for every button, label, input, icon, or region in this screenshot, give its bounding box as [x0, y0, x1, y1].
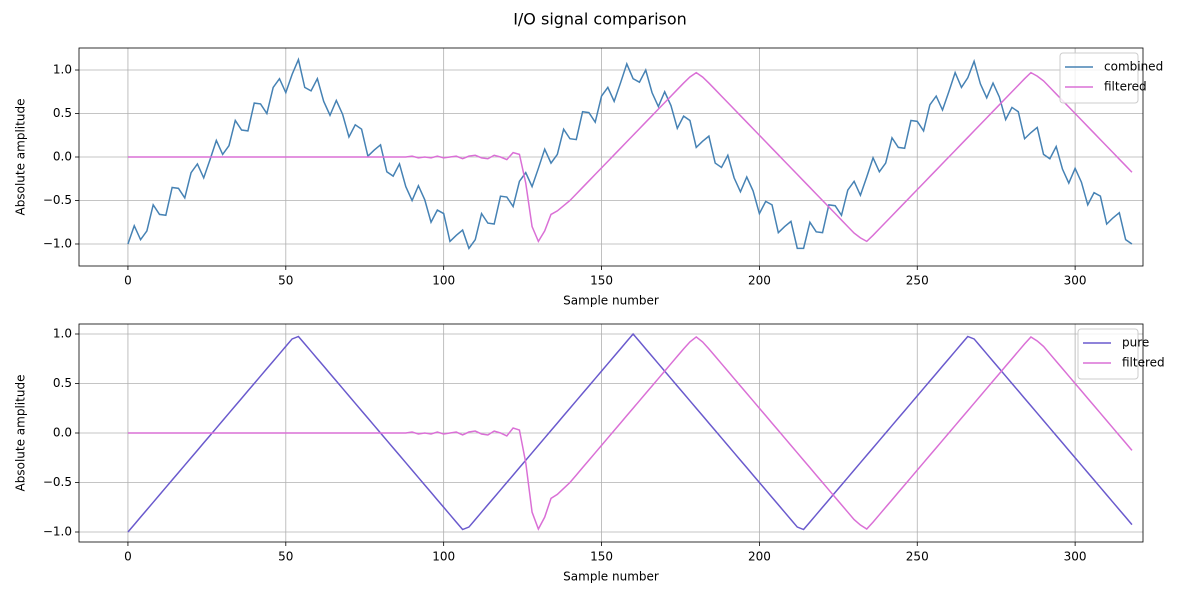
y-tick-label: 1.0 — [53, 326, 72, 340]
series-line — [127, 57, 1133, 250]
series-line — [127, 71, 1133, 244]
series-line — [127, 332, 1133, 533]
subplot: 0 50 100 150 200 250 300 −1.0 −0.5 0.0 0.5 1.0 Sampl… — [14, 47, 1163, 308]
y-tick-label: −1.0 — [43, 525, 72, 539]
plot-frame — [78, 47, 1144, 267]
legend-label: combined — [1104, 60, 1163, 74]
series-line — [127, 336, 1133, 531]
y-tick-label: −0.5 — [43, 475, 72, 489]
x-tick-label: 250 — [906, 550, 929, 564]
x-tick-label: 50 — [278, 550, 293, 564]
subplot: 0 50 100 150 200 250 300 −1.0 −0.5 0.0 0.5 1.0 Sampl… — [14, 323, 1165, 584]
y-tick-label: 0.5 — [53, 376, 72, 390]
x-tick-label: 300 — [1064, 550, 1087, 564]
x-tick-label: 200 — [748, 550, 771, 564]
legend-box — [1077, 328, 1139, 380]
legend: combined filtered — [1059, 52, 1163, 104]
y-axis-label: Absolute amplitude — [14, 99, 28, 216]
legend-box — [1059, 52, 1139, 104]
y-tick-label: 1.0 — [53, 63, 72, 77]
y-axis-label: Absolute amplitude — [14, 375, 28, 492]
y-tick-label: 0.5 — [53, 106, 72, 120]
x-tick-label: 150 — [590, 274, 613, 288]
x-tick-label: 300 — [1064, 274, 1087, 288]
x-tick-label: 100 — [432, 274, 455, 288]
figure-title: I/O signal comparison — [513, 10, 687, 29]
y-tick-label: −0.5 — [43, 193, 72, 207]
x-tick-label: 250 — [906, 274, 929, 288]
legend-label: filtered — [1122, 356, 1165, 370]
x-tick-label: 100 — [432, 550, 455, 564]
x-tick-label: 150 — [590, 550, 613, 564]
y-tick-label: −1.0 — [43, 236, 72, 250]
x-tick-label: 0 — [124, 274, 132, 288]
plot-frame — [78, 323, 1144, 543]
legend: pure filtered — [1077, 328, 1165, 380]
x-tick-label: 200 — [748, 274, 771, 288]
x-axis-label: Sample number — [563, 570, 659, 584]
x-tick-label: 0 — [124, 550, 132, 564]
y-tick-label: 0.0 — [53, 426, 72, 440]
legend-label: pure — [1122, 336, 1149, 350]
legend-label: filtered — [1104, 80, 1147, 94]
x-axis-label: Sample number — [563, 294, 659, 308]
x-tick-label: 50 — [278, 274, 293, 288]
y-tick-label: 0.0 — [53, 150, 72, 164]
